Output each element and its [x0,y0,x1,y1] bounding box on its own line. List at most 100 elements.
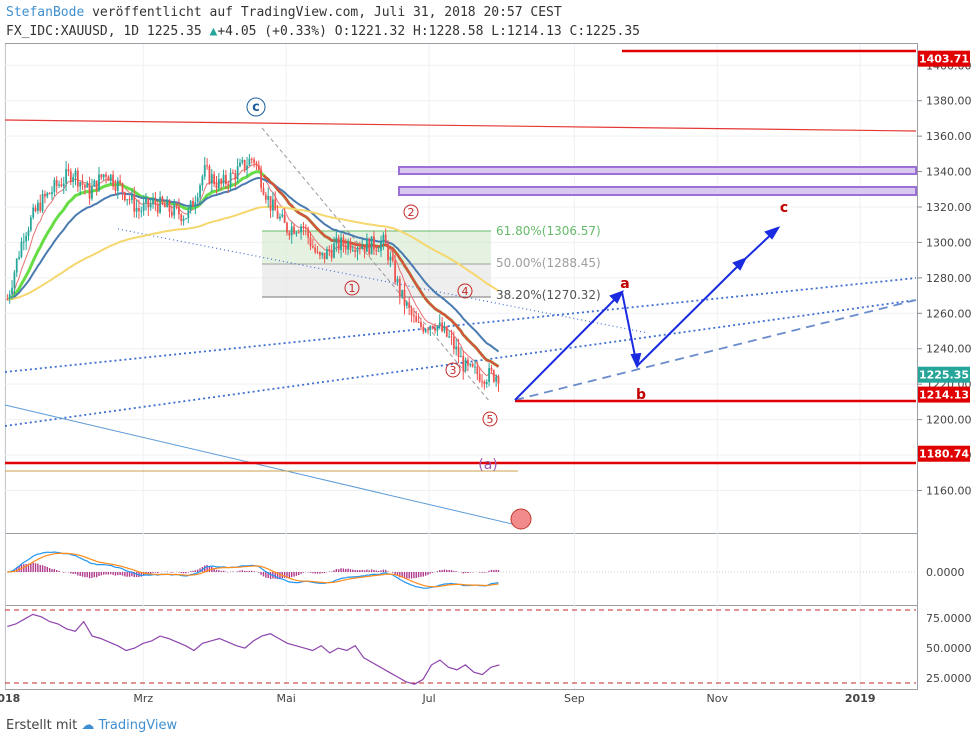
candle-body [311,246,314,248]
candle-body [133,194,136,212]
candle-body [234,173,237,180]
candle-body [48,193,51,195]
candle-body [159,196,161,213]
tradingview-logo-icon[interactable]: ☁ [81,718,95,733]
candle-body [116,180,119,191]
candle-body [39,202,42,211]
candle-body [394,260,396,283]
candle-body [264,194,267,200]
dashed-support[interactable] [514,299,917,401]
candle-body [257,164,260,170]
candle-body [401,289,404,297]
candle-body [389,256,392,261]
tradingview-brand[interactable]: TradingView [98,718,178,733]
candle-body [217,179,220,189]
candle-body [467,359,469,366]
candle-body [438,322,441,326]
published-info: veröffentlicht auf TradingView.com, Juli… [92,5,562,20]
candle-body [375,249,378,251]
projection-arrows[interactable] [514,226,781,401]
purple-zone-lower[interactable] [398,186,917,196]
candle-body [483,381,486,385]
candle-body [114,186,117,191]
rsi-line [7,613,500,685]
y-tick-label: 1260.00 [926,307,972,320]
candle-body [318,252,321,256]
change-value: +4.05 (+0.33%) [217,24,327,39]
resistance-line[interactable] [4,119,917,132]
candle-body [74,170,77,177]
wave-a-paren-label: (a) [478,457,498,473]
candle-body [337,237,340,251]
wave-c-target-label: c [780,200,788,216]
x-tick-label: Nov [707,692,729,705]
candle-body [377,250,380,252]
candle-body [105,174,107,177]
flag-icon[interactable] [510,508,532,530]
candle-body [431,326,434,329]
candle-body [60,184,63,187]
candle-body [69,171,72,182]
candle-body [497,376,500,384]
grey-dashed-trend[interactable] [261,127,491,403]
annotations: 61.80%(1306.57) 50.00%(1288.45) 38.20%(127… [246,97,788,473]
candle-body [262,188,265,195]
candle-body [156,204,159,213]
candle-body [163,203,166,208]
wave-4-label-circle [457,283,473,299]
candle-body [474,366,476,368]
candle-body [476,366,479,374]
footer: Erstellt mit ☁ TradingView [6,718,177,733]
y-tick-label: 1340.00 [926,166,972,179]
candle-body [448,336,451,338]
candle-body [11,287,13,295]
drawings[interactable] [4,49,917,684]
x-tick-label: Mai [277,692,296,705]
candles [6,154,500,392]
candle-body [166,200,169,208]
candle-body [304,227,307,229]
candle-body [276,210,279,219]
light-blue-line[interactable] [4,404,526,528]
candle-body [250,158,253,160]
candle-body [450,336,453,338]
candle-body [412,315,415,317]
candle-body [177,206,180,215]
purple-zone-upper[interactable] [398,166,917,175]
candle-body [408,302,411,308]
candle-body [370,236,373,255]
candle-body [58,184,60,186]
candle-body [445,326,448,337]
candle-body [199,185,201,198]
candle-body [330,251,333,258]
candle-body [83,184,86,188]
candle-body [464,359,467,372]
candle-body [126,199,129,201]
wave-1-label-circle [344,280,360,296]
candle-body [293,226,295,234]
candle-body [478,373,481,382]
candle-body [112,174,114,187]
y-tick-label: 1320.00 [926,201,972,214]
candle-body [269,196,272,211]
candle-body [253,159,255,163]
candle-body [32,207,35,218]
change-arrow-icon: ▲ [209,24,218,39]
candle-body [67,169,70,172]
candle-body [427,329,429,331]
channel-lower[interactable] [4,299,917,427]
candle-body [194,201,197,207]
candle-body [168,200,171,212]
price-label: 1180.74 [919,448,969,461]
author-name[interactable]: StefanBode [6,5,85,20]
candle-body [333,243,335,258]
candle-body [130,194,133,200]
candle-body [495,376,498,382]
candle-body [107,176,110,181]
candle-body [152,199,154,205]
pane-frames [5,43,918,690]
candle-body [215,184,218,189]
candle-body [434,328,436,331]
candle-body [62,183,65,187]
